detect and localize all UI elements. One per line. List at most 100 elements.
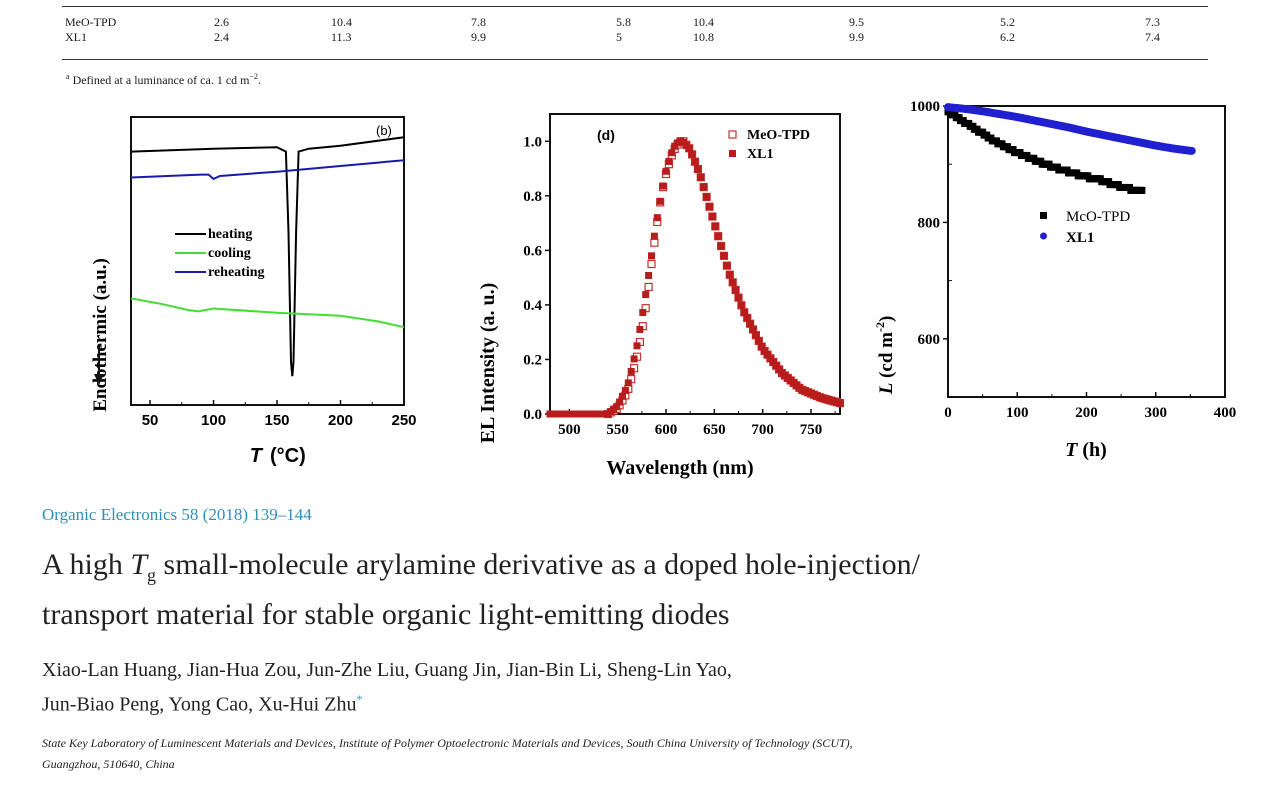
table-row: MeO-TPD 2.6 10.4 7.8 5.8 10.4 9.5 5.2 7.…: [62, 15, 1208, 29]
legend-label: cooling: [208, 246, 251, 261]
legend-label: XL1: [1066, 230, 1094, 246]
data-point-xl1: [653, 214, 661, 222]
data-point-xl1: [668, 149, 676, 157]
data-point-xl1: [1187, 146, 1196, 155]
corresponding-author-mark[interactable]: *: [356, 692, 363, 706]
data-point-xl1: [630, 355, 638, 363]
data-point-xl1: [613, 403, 621, 411]
title-variable: T: [130, 548, 148, 581]
legend-label: McO-TPD: [1066, 209, 1130, 225]
data-point-xl1: [758, 343, 766, 351]
data-point-xl1: [624, 379, 632, 387]
data-point-xl1: [697, 173, 705, 181]
x-tick-label: 150: [265, 412, 290, 429]
data-point-xl1: [769, 358, 777, 366]
data-point-xl1: [726, 271, 734, 279]
data-point-xl1: [688, 150, 696, 158]
y-tick-label: 0.6: [523, 243, 542, 259]
data-point-xl1: [836, 399, 844, 407]
legend-label: XL1: [747, 147, 773, 162]
y-tick-label: 0.8: [523, 189, 542, 205]
x-tick-label: 600: [655, 422, 678, 438]
y-tick-label: 800: [918, 215, 941, 231]
cell: 6.2: [1000, 30, 1015, 44]
y-tick-label: 600: [918, 332, 941, 348]
cell: 2.4: [214, 30, 229, 44]
y-axis-label-text: L (cd m-2): [873, 316, 897, 396]
x-axis-label: T (°C): [250, 445, 306, 467]
data-point-xl1: [621, 387, 629, 395]
journal-citation[interactable]: Organic Electronics 58 (2018) 139–144: [42, 505, 312, 524]
title-subscript: g: [147, 565, 157, 585]
data-point-xl1: [746, 320, 754, 328]
data-point-xl1: [766, 354, 774, 362]
data-point-xl1: [645, 271, 653, 279]
panel-label: (d): [597, 127, 615, 143]
data-point-xl1: [642, 291, 650, 299]
footnote-text: Defined at a luminance of ca. 1 cd m: [72, 73, 250, 87]
data-point-xl1: [665, 157, 673, 165]
data-point-meo-tpd: [647, 259, 656, 269]
data-point-xl1: [650, 232, 658, 240]
x-tick-label: 50: [142, 412, 159, 429]
series-line-reheating: [130, 159, 405, 181]
plot-frame: [130, 116, 405, 406]
footnote-period: .: [258, 73, 262, 87]
x-tick-label: 300: [1145, 405, 1168, 421]
x-axis-label: Wavelength (nm): [606, 457, 753, 479]
cell: 10.8: [693, 30, 714, 44]
affiliation-line-2: Guangzhou, 510640, China: [42, 757, 175, 771]
cell: 5.8: [616, 15, 631, 29]
cell: 7.3: [1145, 15, 1160, 29]
data-point-xl1: [735, 294, 742, 302]
series-line-cooling: [130, 297, 405, 329]
legend-swatch: [1040, 232, 1047, 240]
legend-swatch: [728, 130, 737, 139]
x-tick-label: 0: [944, 405, 952, 421]
affiliation: State Key Laboratory of Luminescent Mate…: [42, 733, 1242, 775]
table-top-rule: [62, 6, 1208, 7]
data-point-xl1: [755, 337, 763, 345]
data-point-xl1: [706, 203, 713, 211]
authors-line-1: Xiao-Lan Huang, Jian-Hua Zou, Jun-Zhe Li…: [42, 659, 732, 681]
data-point-xl1: [616, 398, 624, 406]
data-point-xl1: [717, 242, 725, 250]
x-tick-label: 400: [1214, 405, 1237, 421]
cell: 7.4: [1145, 30, 1160, 44]
x-axis-label: T (h): [1065, 439, 1107, 461]
title-part: A high: [42, 548, 131, 581]
cell: 2.6: [214, 15, 229, 29]
x-tick-label: 650: [703, 422, 726, 438]
data-point-xl1: [656, 197, 664, 205]
data-point-xl1: [627, 367, 635, 375]
data-point-xl1: [749, 325, 757, 333]
data-point-xl1: [714, 232, 722, 240]
data-point-xl1: [743, 314, 751, 322]
y-tick-label: 1.0: [523, 134, 542, 150]
data-point-xl1: [633, 342, 641, 350]
data-point-xl1: [685, 144, 693, 152]
data-point-xl1: [764, 351, 771, 359]
cell: 5.2: [1000, 15, 1015, 29]
data-point-xl1: [711, 222, 719, 230]
data-point-xl1: [694, 165, 702, 173]
cell: 7.8: [471, 15, 486, 29]
author-list: Xiao-Lan Huang, Jian-Hua Zou, Jun-Zhe Li…: [42, 656, 1242, 720]
cell: 10.4: [331, 15, 352, 29]
y-axis-label-text: Endothermic (a.u.): [90, 258, 111, 412]
legend-swatch: [1040, 212, 1047, 219]
svg-text:T (h): T (h): [1065, 439, 1107, 461]
data-point-xl1: [662, 167, 670, 175]
legend-label: heating: [208, 227, 252, 242]
y-tick-label: 0.0: [523, 407, 542, 423]
data-point-xl1: [732, 286, 740, 294]
x-tick-label: 550: [606, 422, 629, 438]
data-point-xl1: [639, 309, 647, 317]
y-tick-label: 1000: [910, 99, 940, 115]
title-part: small-molecule arylamine derivative as a…: [156, 548, 920, 581]
down-arrow-icon: [94, 344, 104, 385]
y-tick-label: 0.4: [523, 298, 542, 314]
row-name: MeO-TPD: [65, 15, 117, 29]
data-point-xl1: [720, 252, 728, 260]
footnote-mark: a: [66, 72, 70, 81]
